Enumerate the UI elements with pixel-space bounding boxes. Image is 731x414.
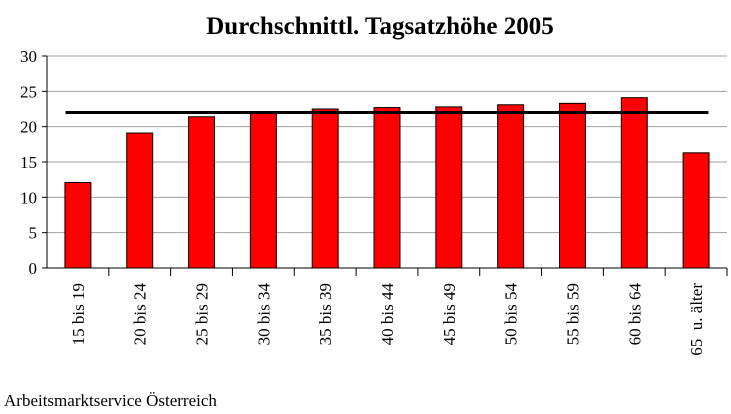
bar: [126, 132, 154, 269]
chart-title: Durchschnittl. Tagsatzhöhe 2005: [206, 13, 554, 40]
bar: [497, 104, 525, 269]
x-tick-label: 50 bis 54: [502, 283, 521, 346]
y-tick-label: 5: [29, 224, 38, 243]
y-tick-label: 15: [20, 153, 37, 172]
bar: [558, 102, 586, 269]
x-tick-label: 45 bis 49: [440, 283, 459, 345]
x-tick-label: 40 bis 44: [378, 283, 397, 346]
y-tick-label: 0: [29, 259, 38, 278]
bar: [620, 97, 648, 269]
y-tick-label: 25: [20, 82, 37, 101]
y-tick-label: 20: [20, 118, 37, 137]
x-tick-label: 15 bis 19: [69, 283, 88, 345]
x-tick-label: 20 bis 24: [131, 283, 150, 346]
x-tick-label: 60 bis 64: [625, 283, 644, 346]
x-tick-label: 35 bis 39: [316, 283, 335, 345]
bar: [188, 116, 216, 269]
bar: [249, 111, 277, 269]
x-tick-label: 65 u. älter: [687, 283, 706, 356]
x-tick-label: 55 bis 59: [563, 283, 582, 345]
bar: [373, 107, 401, 269]
bar: [435, 106, 463, 269]
y-tick-label: 30: [20, 47, 37, 66]
bar: [682, 152, 710, 269]
y-tick-label: 10: [20, 188, 37, 207]
x-tick-label: 30 bis 34: [254, 283, 273, 346]
x-tick-label: 25 bis 29: [193, 283, 212, 345]
source-note: Arbeitsmarktservice Österreich: [4, 391, 217, 410]
bar: [64, 181, 92, 269]
bar: [311, 108, 339, 269]
